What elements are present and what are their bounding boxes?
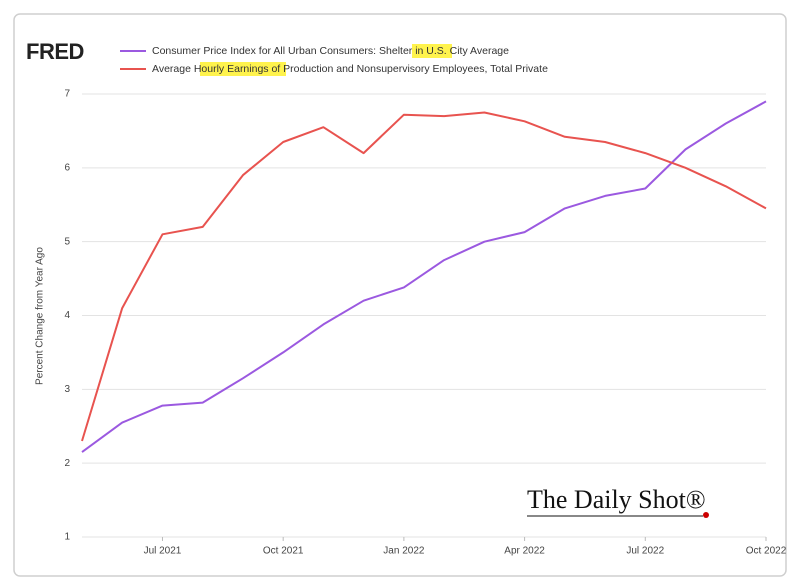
y-axis-label: Percent Change from Year Ago [35, 247, 46, 385]
x-tick-label: Jan 2022 [383, 546, 425, 557]
legend-label: Consumer Price Index for All Urban Consu… [152, 45, 509, 57]
highlight [200, 62, 286, 76]
x-tick-label: Apr 2022 [504, 546, 545, 557]
y-tick-label: 7 [64, 89, 70, 100]
watermark: The Daily Shot® [527, 485, 706, 514]
frame [13, 13, 787, 577]
highlight [412, 44, 452, 58]
y-tick-label: 4 [64, 310, 70, 321]
x-tick-label: Oct 2022 [746, 546, 787, 557]
series-line [81, 111, 767, 442]
y-tick-label: 3 [64, 384, 70, 395]
logo: FRED [26, 39, 84, 64]
series-line [81, 100, 767, 453]
legend-label: Average Hourly Earnings of Production an… [152, 63, 548, 75]
x-tick-label: Jul 2022 [626, 546, 664, 557]
y-tick-label: 6 [64, 162, 70, 173]
x-tick-label: Oct 2021 [263, 546, 304, 557]
watermark-dot [703, 512, 709, 518]
y-tick-label: 1 [64, 532, 70, 543]
y-tick-label: 2 [64, 458, 70, 469]
x-tick-label: Jul 2021 [144, 546, 182, 557]
y-tick-label: 5 [64, 236, 70, 247]
